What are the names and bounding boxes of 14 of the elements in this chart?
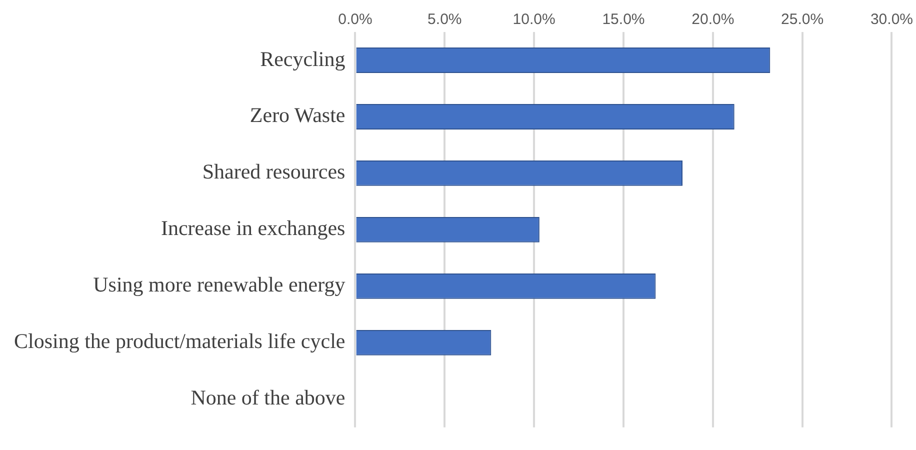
- x-tick-label: 15.0%: [602, 11, 645, 28]
- x-tick-label: 10.0%: [512, 11, 556, 28]
- x-tick-label: 20.0%: [692, 11, 734, 28]
- x-tick-label: 0.0%: [338, 11, 372, 28]
- y-tick-label: Zero Waste: [250, 103, 346, 128]
- y-tick-label: Increase in exchanges: [161, 216, 346, 240]
- y-tick-label: Closing the product/materials life cycle: [14, 329, 346, 354]
- y-tick-label: None of the above: [190, 386, 346, 410]
- y-tick-label: Shared resources: [202, 160, 346, 184]
- y-tick-label: Using more renewable energy: [93, 272, 346, 297]
- y-tick-label: Recycling: [260, 46, 346, 71]
- x-tick-label: 30.0%: [870, 11, 914, 28]
- x-tick-label: 5.0%: [428, 11, 462, 28]
- x-tick-label: 25.0%: [781, 11, 824, 28]
